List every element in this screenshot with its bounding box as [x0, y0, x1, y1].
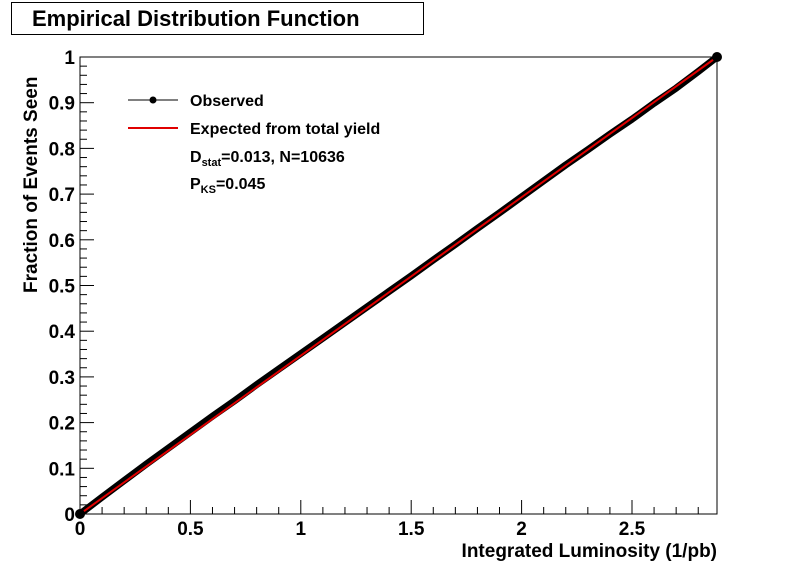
x-tick-label: 2.5: [619, 519, 646, 540]
x-axis-title: Integrated Luminosity (1/pb): [462, 541, 717, 562]
dstat-annotation: Dstat=0.013, N=10636: [190, 149, 345, 169]
y-tick-label: 0.1: [49, 459, 76, 480]
chart-title: Empirical Distribution Function: [32, 6, 360, 31]
y-tick-label: 0.7: [49, 185, 75, 206]
y-tick-label: 1: [64, 48, 75, 69]
x-tick-label: 0: [75, 519, 86, 540]
legend-entry-expected: Expected from total yield: [128, 121, 380, 138]
x-tick-label: 1.5: [398, 519, 425, 540]
y-tick-label: 0.9: [49, 94, 75, 115]
legend-expected-label: Expected from total yield: [190, 121, 380, 138]
y-tick-label: 0.3: [49, 368, 75, 389]
chart-title-box: Empirical Distribution Function: [11, 2, 424, 35]
legend-observed-label: Observed: [190, 93, 264, 110]
y-tick-label: 0.2: [49, 414, 75, 435]
x-tick-labels: 0 0.5 1 1.5 2 2.5: [75, 519, 646, 540]
legend: Observed Expected from total yield Dstat…: [128, 93, 380, 196]
y-tick-label: 0.4: [49, 322, 76, 343]
y-tick-label: 0.8: [49, 139, 75, 160]
expected-series-line: [79, 56, 718, 515]
y-tick-label: 0: [64, 505, 75, 526]
x-tick-label: 1: [296, 519, 307, 540]
x-tick-label: 2: [516, 519, 527, 540]
y-tick-label: 0.5: [49, 277, 76, 298]
observed-start-point: [75, 509, 85, 519]
series-layer: [75, 52, 722, 519]
pks-annotation: PKS=0.045: [190, 176, 265, 196]
y-tick-label: 0.6: [49, 231, 75, 252]
legend-observed-marker: [149, 96, 157, 104]
y-tick-labels: 0 0.1 0.2 0.3 0.4 0.5 0.6 0.7 0.8 0.9 1: [49, 48, 76, 526]
legend-entry-observed: Observed: [128, 93, 264, 110]
y-axis-title: Fraction of Events Seen: [21, 77, 42, 293]
x-tick-label: 0.5: [177, 519, 204, 540]
observed-end-point: [712, 52, 722, 62]
